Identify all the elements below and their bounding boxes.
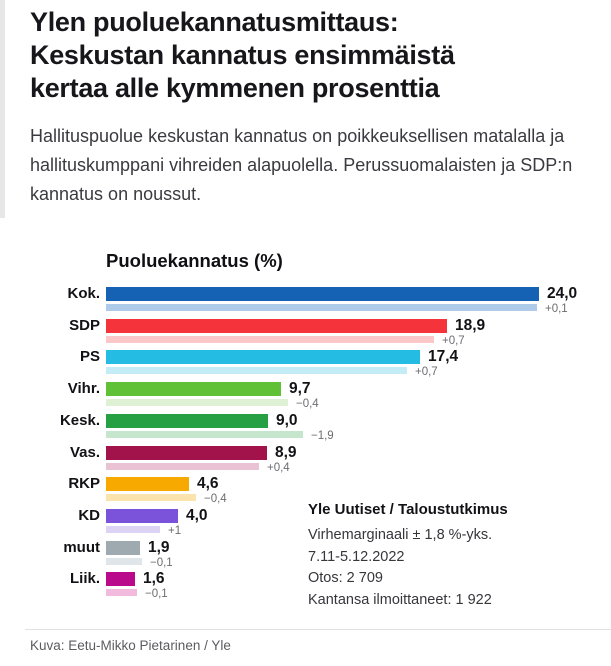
bar-kesk xyxy=(106,414,268,428)
bar-value-kesk: 9,0 xyxy=(276,412,298,429)
bar-value-vas: 8,9 xyxy=(275,444,297,461)
bar-ps-previous xyxy=(106,367,407,374)
caption-divider xyxy=(25,629,611,630)
headline-line: Keskustan kannatus ensimmäistä xyxy=(30,40,455,70)
bar-rkp-previous xyxy=(106,494,196,501)
bar-change-kd: +1 xyxy=(168,525,182,537)
lead-line: hallituskumppani vihreiden alapuolella. … xyxy=(30,155,573,175)
bar-muut-previous xyxy=(106,558,142,565)
bar-kok-previous xyxy=(106,304,537,311)
bar-rkp xyxy=(106,477,189,491)
headline-line: Ylen puoluekannatusmittaus: xyxy=(30,7,399,37)
bar-chart: Kok. 24,0 +0,1 SDP 18,9 +0,7 PS 17,4 +0,7 Vihr. 9,… xyxy=(30,285,605,617)
bar-muut xyxy=(106,541,140,555)
article-lead: Hallituspuolue keskustan kannatus on poi… xyxy=(30,122,595,209)
bar-vas-previous xyxy=(106,463,259,470)
bar-label-muut: muut xyxy=(63,539,100,556)
bar-vas xyxy=(106,446,267,460)
bar-ps xyxy=(106,350,420,364)
bar-change-ps: +0,7 xyxy=(415,366,438,378)
bar-label-kesk: Kesk. xyxy=(59,412,100,429)
bar-liik xyxy=(106,572,135,586)
bar-change-rkp: −0,4 xyxy=(204,493,227,505)
lead-line: Hallituspuolue keskustan kannatus on poi… xyxy=(30,126,565,146)
bar-vihr-previous xyxy=(106,399,288,406)
bar-value-muut: 1,9 xyxy=(148,539,170,556)
chart-source-block: Yle Uutiset / Taloustutkimus Virhemargin… xyxy=(308,501,598,611)
bar-label-kok: Kok. xyxy=(67,285,100,302)
chart-source-line: Kantansa ilmoittaneet: 1 922 xyxy=(308,591,492,608)
bar-label-vihr: Vihr. xyxy=(67,380,100,397)
bar-value-ps: 17,4 xyxy=(428,348,459,365)
bar-kesk-previous xyxy=(106,431,303,438)
headline-line: kertaa alle kymmenen prosenttia xyxy=(30,73,440,103)
chart-title: Puoluekannatus (%) xyxy=(106,250,283,271)
bar-kd xyxy=(106,509,178,523)
bar-value-liik: 1,6 xyxy=(143,570,165,587)
bar-change-vihr: −0,4 xyxy=(296,398,319,410)
bar-kok xyxy=(106,287,539,301)
bar-value-rkp: 4,6 xyxy=(197,475,219,492)
bar-sdp-previous xyxy=(106,336,434,343)
image-caption: Kuva: Eetu-Mikko Pietarinen / Yle xyxy=(30,638,231,653)
bar-liik-previous xyxy=(106,589,137,596)
chart-source-title: Yle Uutiset / Taloustutkimus xyxy=(308,501,508,518)
bar-value-kok: 24,0 xyxy=(547,285,578,302)
bar-change-vas: +0,4 xyxy=(267,462,290,474)
bar-label-vas: Vas. xyxy=(69,444,100,461)
bar-label-rkp: RKP xyxy=(68,475,100,492)
page-left-edge xyxy=(0,0,5,218)
chart-source-line: Otos: 2 709 xyxy=(308,570,383,586)
bar-change-kok: +0,1 xyxy=(545,303,568,315)
bar-label-ps: PS xyxy=(79,348,100,365)
bar-change-sdp: +0,7 xyxy=(442,335,465,347)
bar-label-sdp: SDP xyxy=(69,317,100,334)
bar-vihr xyxy=(106,382,281,396)
bar-label-liik: Liik. xyxy=(69,570,100,587)
bar-kd-previous xyxy=(106,526,160,533)
bar-value-vihr: 9,7 xyxy=(289,380,311,397)
chart-source-line: 7.11-5.12.2022 xyxy=(308,548,405,565)
lead-line: kannatus on noussut. xyxy=(30,184,202,204)
bar-change-liik: −0,1 xyxy=(145,588,168,600)
bar-change-muut: −0,1 xyxy=(150,557,173,569)
article-headline: Ylen puoluekannatusmittaus: Keskustan ka… xyxy=(30,6,590,105)
bar-sdp xyxy=(106,319,447,333)
chart-source-line: Virhemarginaali ± 1,8 %-yks. xyxy=(308,527,493,543)
bar-value-kd: 4,0 xyxy=(186,507,208,524)
bar-change-kesk: −1,9 xyxy=(311,430,334,442)
bar-value-sdp: 18,9 xyxy=(455,317,486,334)
bar-label-kd: KD xyxy=(78,507,100,524)
